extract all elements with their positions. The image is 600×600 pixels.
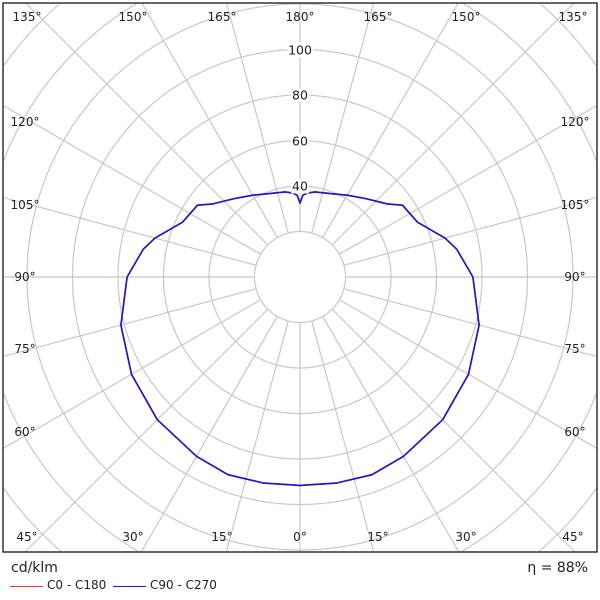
legend-label-c90: C90 - C270 bbox=[150, 578, 217, 592]
plot-border bbox=[2, 2, 598, 553]
angle-label-right: 60° bbox=[564, 425, 586, 439]
angle-label-top: 165° bbox=[363, 10, 393, 24]
angle-label-right: 90° bbox=[564, 270, 586, 284]
angle-label-bottom: 15° bbox=[367, 530, 389, 544]
radial-tick-label: 100 bbox=[287, 42, 313, 57]
grid-ring bbox=[3, 3, 597, 553]
angle-label-top: 150° bbox=[451, 10, 481, 24]
grid-spoke bbox=[311, 2, 374, 234]
grid-spoke bbox=[2, 105, 261, 255]
grid-spoke bbox=[140, 316, 278, 553]
angle-label-top: 135° bbox=[12, 10, 42, 24]
grid-spoke bbox=[225, 320, 289, 553]
radial-tick-label: 60 bbox=[291, 133, 309, 148]
polar-grid bbox=[2, 2, 598, 553]
efficiency-label: η = 88% bbox=[527, 560, 588, 576]
legend-swatch-c90 bbox=[113, 586, 146, 587]
angle-label-top: 135° bbox=[558, 10, 588, 24]
angle-label-top: 150° bbox=[118, 10, 148, 24]
angle-label-bottom: 45° bbox=[16, 530, 38, 544]
grid-spoke bbox=[343, 196, 598, 266]
curves bbox=[120, 191, 480, 487]
radial-tick-label: 40 bbox=[291, 178, 309, 194]
angle-label-right: 75° bbox=[564, 342, 586, 356]
grid-spoke bbox=[331, 308, 576, 553]
grid-ring bbox=[3, 3, 597, 552]
angle-label-bottom: 45° bbox=[562, 530, 584, 544]
angle-label-bottom: 0° bbox=[293, 530, 307, 544]
grid-spoke bbox=[2, 288, 257, 358]
angle-label-top: 165° bbox=[207, 10, 237, 24]
grid-spoke bbox=[339, 105, 598, 255]
grid-spoke bbox=[25, 2, 269, 246]
angle-label-left: 60° bbox=[14, 425, 36, 439]
grid-ring bbox=[253, 230, 347, 324]
grid-spoke bbox=[2, 196, 257, 266]
grid-spoke bbox=[322, 316, 460, 553]
legend-swatch-c0 bbox=[10, 586, 43, 587]
radial-tick-label: 80 bbox=[291, 87, 309, 103]
angle-label-left: 120° bbox=[10, 115, 40, 129]
angle-label-bottom: 30° bbox=[455, 530, 477, 544]
grid-spoke bbox=[311, 320, 375, 553]
grid-spoke bbox=[226, 2, 289, 234]
angle-label-right: 120° bbox=[560, 115, 590, 129]
angle-label-right: 105° bbox=[560, 198, 590, 212]
legend-label-c0: C0 - C180 bbox=[47, 578, 107, 592]
angle-label-top: 180° bbox=[285, 10, 315, 24]
grid-spoke bbox=[343, 288, 598, 358]
angle-label-bottom: 15° bbox=[211, 530, 233, 544]
grid-spoke bbox=[24, 308, 269, 553]
grid-spoke bbox=[322, 2, 459, 238]
grid-spoke bbox=[141, 2, 278, 238]
grid-spoke bbox=[331, 2, 575, 246]
series-curve-1 bbox=[120, 191, 480, 487]
angle-label-left: 75° bbox=[14, 342, 36, 356]
angle-label-left: 105° bbox=[10, 198, 40, 212]
unit-label: cd/klm bbox=[11, 560, 58, 576]
angle-label-bottom: 30° bbox=[122, 530, 144, 544]
angle-label-left: 90° bbox=[14, 270, 36, 284]
